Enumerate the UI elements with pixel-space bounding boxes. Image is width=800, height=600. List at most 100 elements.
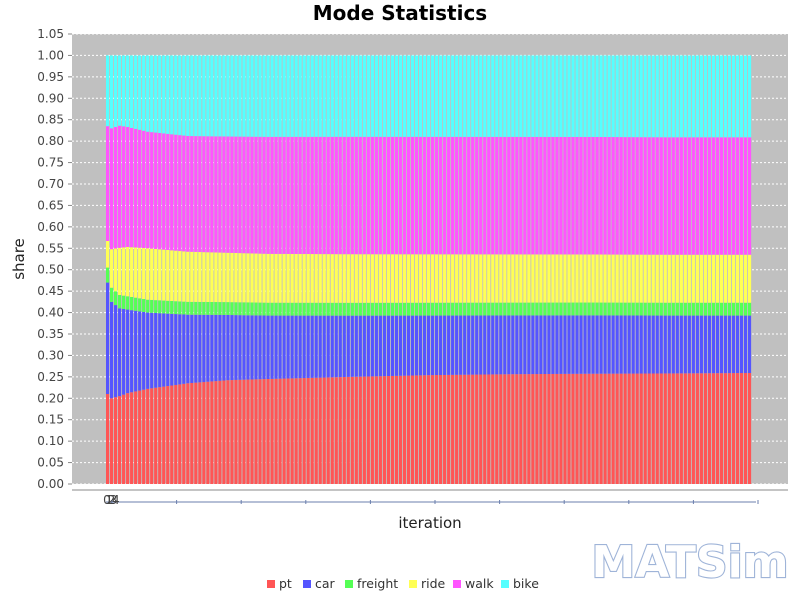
bar-pt xyxy=(663,373,667,484)
bar-car xyxy=(294,315,298,379)
bar-pt xyxy=(334,377,338,484)
bar-freight xyxy=(479,302,483,316)
bar-ride xyxy=(410,254,415,303)
bar-bike xyxy=(398,55,403,137)
bar-freight xyxy=(426,302,431,316)
bar-walk xyxy=(354,136,358,255)
bar-car xyxy=(499,315,503,375)
bar-pt xyxy=(282,378,286,484)
bar-car xyxy=(491,315,495,375)
bar-ride xyxy=(523,254,527,303)
bar-walk xyxy=(290,136,294,254)
bar-car xyxy=(739,315,744,374)
bar-car xyxy=(631,315,635,374)
bar-pt xyxy=(587,373,591,484)
bar-ride xyxy=(671,254,675,303)
bar-bike xyxy=(314,55,318,137)
bar-car xyxy=(218,314,222,381)
bar-freight xyxy=(503,302,507,316)
bar-freight xyxy=(338,302,342,316)
bar-freight xyxy=(683,302,687,316)
bar-freight xyxy=(126,296,130,310)
bar-walk xyxy=(134,128,138,248)
bar-pt xyxy=(362,376,366,484)
bar-freight xyxy=(535,302,539,316)
bar-car xyxy=(647,315,651,374)
bar-car xyxy=(426,315,431,376)
bar-freight xyxy=(511,302,515,316)
bar-pt xyxy=(366,376,370,484)
bar-freight xyxy=(727,302,732,316)
bar-walk xyxy=(579,136,583,255)
y-axis: 0.00 0.05 0.10 0.15 0.20 0.25 0.30 0.35 0.40 0.45… xyxy=(37,27,72,491)
bar-walk xyxy=(599,136,603,255)
bar-bike xyxy=(350,55,354,137)
bar-bike xyxy=(366,55,370,137)
bar-walk xyxy=(142,130,146,249)
bar-freight xyxy=(326,302,330,316)
bar-pt xyxy=(322,377,326,484)
bar-walk xyxy=(683,137,687,255)
bar-pt xyxy=(130,392,134,484)
bar-bike xyxy=(174,55,178,135)
bar-walk xyxy=(663,137,667,255)
legend-label-freight: freight xyxy=(357,576,398,591)
bar-walk xyxy=(342,136,346,255)
bar-freight xyxy=(623,302,627,316)
bar-walk xyxy=(607,137,611,255)
bar-car xyxy=(579,315,583,374)
bar-walk xyxy=(459,136,463,255)
bar-ride xyxy=(334,254,338,303)
bar-bike xyxy=(611,55,615,138)
bar-walk xyxy=(154,132,158,249)
bar-walk xyxy=(527,136,531,255)
bar-freight xyxy=(262,302,266,316)
bar-ride xyxy=(250,253,254,303)
bar-car xyxy=(114,305,118,398)
bar-ride xyxy=(639,254,643,303)
bar-pt xyxy=(314,377,318,484)
bar-car xyxy=(691,315,695,374)
bar-pt xyxy=(118,396,122,484)
bar-car xyxy=(254,315,258,380)
y-tick-label: 0.30 xyxy=(37,348,64,362)
bar-car xyxy=(743,315,748,374)
bar-freight xyxy=(146,299,150,313)
bar-walk xyxy=(182,135,186,252)
bar-pt xyxy=(667,373,671,484)
bar-walk xyxy=(242,136,246,254)
bar-freight xyxy=(110,287,114,302)
bar-freight xyxy=(583,302,587,316)
bar-freight xyxy=(671,302,675,316)
bar-walk xyxy=(330,136,334,255)
bar-car xyxy=(182,314,186,384)
bar-pt xyxy=(579,373,583,484)
bar-ride xyxy=(499,254,503,303)
bar-car xyxy=(382,315,386,377)
bar-car xyxy=(663,315,667,374)
bar-freight xyxy=(499,302,503,316)
bar-freight xyxy=(150,299,154,313)
bar-car xyxy=(447,315,451,375)
bar-ride xyxy=(643,254,647,303)
x-tick-label: 1 xyxy=(105,493,113,507)
bar-walk xyxy=(314,136,318,255)
bar-freight xyxy=(591,302,595,316)
bar-walk xyxy=(647,137,651,255)
bar-pt xyxy=(727,373,732,484)
bar-freight xyxy=(218,302,222,315)
bar-car xyxy=(643,315,647,374)
bar-ride xyxy=(378,254,382,303)
bar-freight xyxy=(314,302,318,316)
bar-car xyxy=(410,315,415,376)
bar-pt xyxy=(318,377,322,484)
bar-ride xyxy=(270,253,274,303)
bar-pt xyxy=(735,373,740,484)
bar-ride xyxy=(695,254,699,303)
bar-walk xyxy=(559,136,563,255)
bar-freight xyxy=(483,302,487,316)
bar-freight xyxy=(358,302,362,316)
y-tick-label: 0.45 xyxy=(37,284,64,298)
bar-ride xyxy=(591,254,595,303)
bar-car xyxy=(747,315,752,373)
